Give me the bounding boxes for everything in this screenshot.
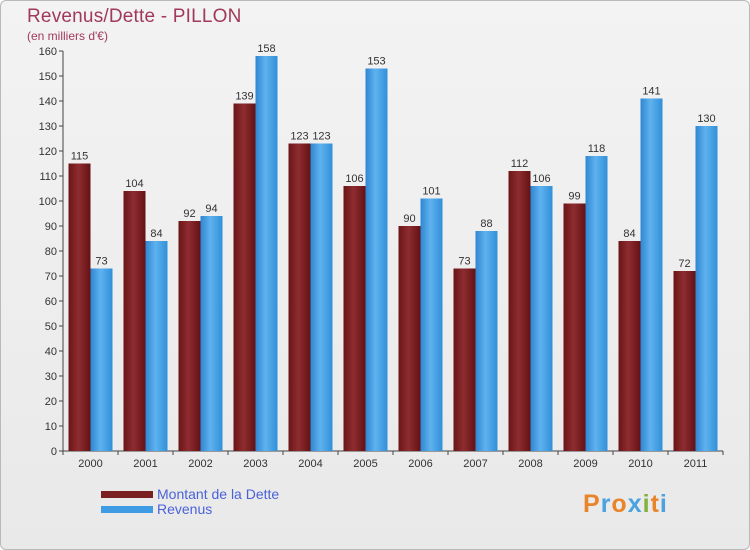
data-label-revenus: 158 — [257, 43, 275, 55]
y-tick-label: 140 — [39, 96, 57, 108]
data-label-dette: 115 — [71, 151, 89, 163]
bar-dette — [233, 103, 256, 451]
y-tick-label: 50 — [45, 321, 57, 333]
data-label-dette: 139 — [235, 91, 253, 103]
data-label-dette: 112 — [511, 158, 529, 170]
data-label-revenus: 153 — [367, 56, 385, 68]
legend-item-dette: Montant de la Dette — [101, 487, 279, 502]
bar-revenus — [530, 186, 553, 451]
logo-letter: i — [659, 490, 668, 518]
x-tick-label: 2011 — [684, 458, 708, 470]
data-label-revenus: 141 — [642, 86, 660, 98]
logo-letter: i — [642, 490, 651, 518]
y-tick-label: 40 — [45, 346, 57, 358]
x-tick-label: 2009 — [573, 458, 597, 470]
bar-revenus — [90, 268, 113, 451]
y-tick-label: 60 — [45, 296, 57, 308]
bar-dette — [673, 271, 696, 451]
y-tick-label: 10 — [45, 421, 57, 433]
x-tick-label: 2010 — [628, 458, 652, 470]
data-label-dette: 106 — [345, 173, 363, 185]
data-label-dette: 123 — [290, 131, 308, 143]
logo-letter: t — [650, 490, 660, 518]
data-label-dette: 104 — [125, 178, 143, 190]
x-tick-label: 2004 — [298, 458, 322, 470]
bar-revenus — [365, 68, 388, 451]
data-label-revenus: 84 — [150, 228, 162, 240]
logo-letter: P — [583, 490, 601, 518]
x-tick-label: 2001 — [133, 458, 157, 470]
x-tick-label: 2003 — [243, 458, 267, 470]
bar-revenus — [200, 216, 223, 451]
bar-dette — [508, 171, 531, 451]
x-tick-label: 2007 — [463, 458, 487, 470]
data-label-dette: 90 — [403, 213, 415, 225]
legend: Montant de la Dette Revenus — [101, 487, 279, 517]
y-tick-label: 100 — [39, 196, 57, 208]
bar-dette — [618, 241, 641, 451]
y-tick-label: 110 — [39, 171, 57, 183]
data-label-revenus: 94 — [205, 203, 217, 215]
x-tick-label: 2006 — [408, 458, 432, 470]
legend-item-revenus: Revenus — [101, 502, 279, 517]
chart-title: Revenus/Dette - PILLON — [27, 6, 242, 27]
y-tick-label: 70 — [45, 271, 57, 283]
x-tick-label: 2005 — [353, 458, 377, 470]
y-tick-label: 150 — [39, 71, 57, 83]
bar-revenus — [475, 231, 498, 451]
x-tick-label: 2008 — [518, 458, 542, 470]
x-tick-label: 2000 — [78, 458, 102, 470]
proxiti-logo: Proxiti — [583, 490, 668, 519]
y-tick-label: 160 — [39, 46, 57, 58]
bar-revenus — [420, 198, 443, 451]
data-label-revenus: 101 — [422, 186, 440, 198]
data-label-dette: 92 — [183, 208, 195, 220]
y-tick-label: 20 — [45, 396, 57, 408]
bar-dette — [563, 203, 586, 451]
bar-dette — [343, 186, 366, 451]
legend-swatch-dette — [101, 491, 153, 498]
bar-dette — [453, 268, 476, 451]
data-label-revenus: 123 — [312, 131, 330, 143]
logo-letter: r — [600, 490, 612, 518]
bar-dette — [398, 226, 421, 451]
y-tick-label: 130 — [39, 121, 57, 133]
data-label-revenus: 88 — [480, 218, 492, 230]
legend-swatch-revenus — [101, 506, 153, 513]
data-label-revenus: 73 — [95, 256, 107, 268]
data-label-dette: 99 — [568, 191, 580, 203]
legend-label-dette: Montant de la Dette — [157, 486, 280, 502]
bar-revenus — [310, 143, 333, 451]
data-label-dette: 73 — [458, 256, 470, 268]
data-label-revenus: 106 — [532, 173, 550, 185]
logo-letter: o — [611, 490, 628, 518]
y-tick-label: 90 — [45, 221, 57, 233]
legend-label-revenus: Revenus — [157, 501, 213, 517]
data-label-dette: 84 — [623, 228, 635, 240]
chart-subtitle: (en milliers d'€) — [27, 29, 108, 43]
bar-dette — [178, 221, 201, 451]
y-tick-label: 30 — [45, 371, 57, 383]
data-label-revenus: 130 — [697, 113, 715, 125]
data-label-dette: 72 — [678, 258, 690, 270]
data-label-revenus: 118 — [588, 143, 606, 155]
bar-revenus — [255, 56, 278, 451]
bar-dette — [68, 163, 91, 451]
y-tick-label: 80 — [45, 246, 57, 258]
bar-dette — [123, 191, 146, 451]
bar-revenus — [695, 126, 718, 451]
bar-revenus — [585, 156, 608, 451]
bar-revenus — [145, 241, 168, 451]
logo-letter: x — [627, 490, 643, 518]
bar-dette — [288, 143, 311, 451]
bar-revenus — [640, 98, 663, 451]
y-tick-label: 0 — [51, 446, 57, 458]
y-tick-label: 120 — [39, 146, 57, 158]
x-tick-label: 2002 — [188, 458, 212, 470]
